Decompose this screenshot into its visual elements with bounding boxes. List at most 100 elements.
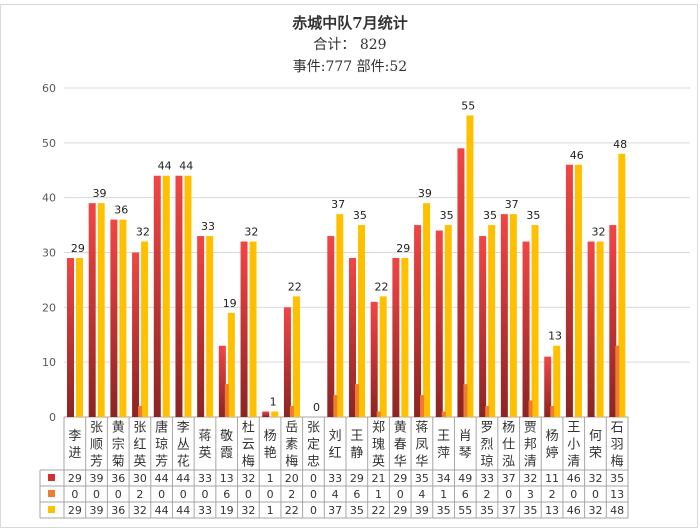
bar-yellow xyxy=(618,153,626,418)
category-label: 杨仕泓 xyxy=(502,421,515,470)
table-cell-red: 37 xyxy=(502,472,516,485)
data-label: 55 xyxy=(461,99,475,112)
data-label: 22 xyxy=(288,280,302,293)
data-label: 19 xyxy=(223,297,237,310)
table-cell-yellow: 19 xyxy=(220,504,234,517)
table-cell-orange: 0 xyxy=(115,488,122,501)
category-label: 张红英 xyxy=(133,421,146,470)
chart-subtitle: 事件:777 部件:52 xyxy=(292,59,408,75)
table-cell-red: 32 xyxy=(523,472,537,485)
category-label: 李丛花 xyxy=(177,421,190,470)
table-cell-orange: 0 xyxy=(592,488,599,501)
table-cell-red: 29 xyxy=(68,472,82,485)
bar-yellow xyxy=(379,296,387,417)
category-label: 王小清 xyxy=(567,421,580,470)
table-cell-orange: 3 xyxy=(527,488,534,501)
table-cell-red: 35 xyxy=(415,472,429,485)
table-cell-yellow: 22 xyxy=(285,504,299,517)
bar-red xyxy=(153,175,161,417)
y-tick-label: 60 xyxy=(42,82,56,95)
bar-yellow xyxy=(358,225,365,417)
data-label: 35 xyxy=(440,209,454,222)
bar-yellow xyxy=(336,214,344,417)
table-cell-orange: 0 xyxy=(93,488,100,501)
bar-orange xyxy=(376,411,381,417)
table-cell-red: 0 xyxy=(310,472,317,485)
bar-yellow xyxy=(271,411,279,417)
table-cell-yellow: 35 xyxy=(437,504,451,517)
table-cell-red: 33 xyxy=(480,472,494,485)
bar-orange xyxy=(224,384,229,417)
bar-red xyxy=(67,257,74,417)
bar-red xyxy=(240,241,248,417)
bar-orange xyxy=(615,345,620,417)
table-cell-orange: 13 xyxy=(610,488,624,501)
table-cell-orange: 0 xyxy=(180,488,187,501)
table-cell-orange: 6 xyxy=(223,488,230,501)
table-cell-yellow: 32 xyxy=(133,504,147,517)
bar-yellow xyxy=(206,236,214,417)
table-cell-yellow: 36 xyxy=(111,504,125,517)
category-label: 王萍 xyxy=(437,429,450,461)
bar-orange xyxy=(485,406,490,417)
bar-red xyxy=(132,252,140,417)
bar-yellow xyxy=(97,203,105,417)
bar-red xyxy=(218,345,226,417)
bar-red xyxy=(587,241,595,417)
table-cell-red: 36 xyxy=(111,472,125,485)
table-cell-orange: 2 xyxy=(136,488,143,501)
bar-yellow xyxy=(596,241,604,417)
table-cell-yellow: 32 xyxy=(588,504,602,517)
bar-red xyxy=(327,236,335,417)
data-label: 36 xyxy=(114,204,128,217)
table-cell-yellow: 46 xyxy=(567,504,581,517)
table-cell-red: 46 xyxy=(567,472,581,485)
legend-key-orange xyxy=(48,490,55,497)
table-cell-orange: 0 xyxy=(505,488,512,501)
table-cell-red: 29 xyxy=(350,472,364,485)
table-cell-red: 20 xyxy=(285,472,299,485)
table-cell-red: 44 xyxy=(155,472,169,485)
data-label: 37 xyxy=(505,198,519,211)
table-cell-yellow: 1 xyxy=(267,504,274,517)
category-label: 蒋英 xyxy=(198,429,211,461)
data-label: 44 xyxy=(179,160,193,173)
bar-yellow xyxy=(292,296,300,417)
bar-yellow xyxy=(119,219,127,417)
bar-yellow xyxy=(162,175,170,417)
table-cell-red: 32 xyxy=(241,472,255,485)
bar-yellow xyxy=(227,312,235,417)
bar-red xyxy=(175,175,183,417)
table-cell-orange: 2 xyxy=(549,488,556,501)
bar-yellow xyxy=(249,241,257,417)
table-cell-yellow: 39 xyxy=(90,504,104,517)
table-cell-yellow: 13 xyxy=(545,504,559,517)
bar-orange xyxy=(463,384,468,417)
bar-red xyxy=(392,257,400,417)
chart-frame xyxy=(0,4,698,528)
data-label: 35 xyxy=(526,209,540,222)
y-tick-label: 10 xyxy=(42,356,56,369)
bar-red xyxy=(349,257,356,417)
table-cell-yellow: 35 xyxy=(480,504,494,517)
bar-red xyxy=(262,411,270,417)
bar-orange xyxy=(138,406,143,417)
data-label: 29 xyxy=(71,242,85,255)
table-cell-orange: 0 xyxy=(158,488,165,501)
table-cell-yellow: 29 xyxy=(393,504,407,517)
category-label: 杨婷 xyxy=(546,429,559,461)
bar-yellow xyxy=(553,345,561,417)
data-label: 1 xyxy=(270,396,277,409)
table-cell-orange: 6 xyxy=(353,488,360,501)
table-cell-yellow: 35 xyxy=(523,504,537,517)
y-tick-label: 40 xyxy=(42,192,56,205)
data-label: 33 xyxy=(201,220,215,233)
data-label: 32 xyxy=(136,226,150,239)
category-label: 刘红 xyxy=(329,429,342,461)
table-cell-red: 11 xyxy=(545,472,559,485)
bar-orange xyxy=(333,395,338,417)
y-tick-label: 0 xyxy=(49,411,56,424)
bar-red xyxy=(500,214,508,417)
table-cell-red: 49 xyxy=(458,472,472,485)
bar-yellow xyxy=(531,225,539,417)
